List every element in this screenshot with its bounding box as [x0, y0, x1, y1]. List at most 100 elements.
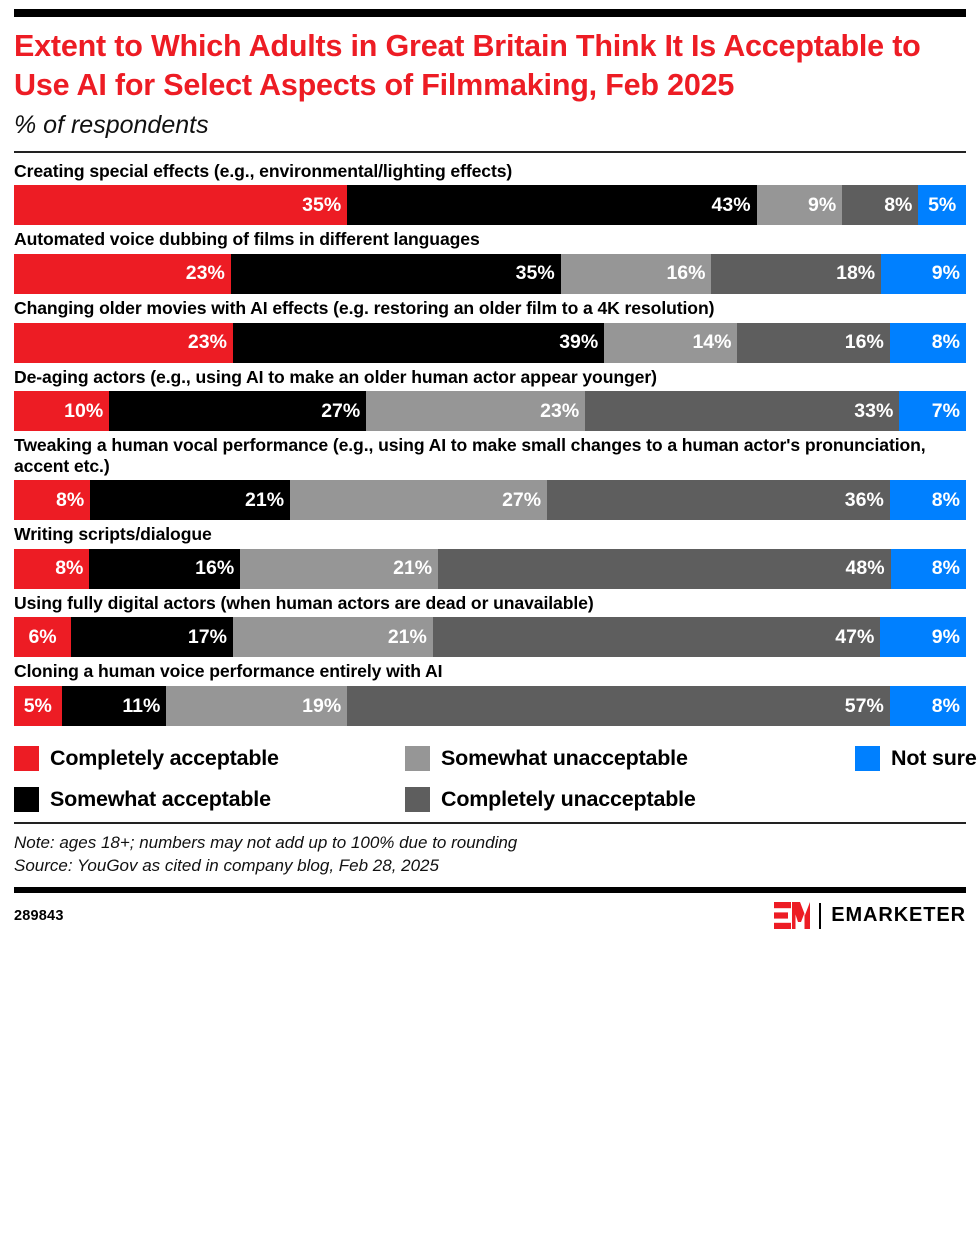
legend-column: Not sure — [855, 738, 977, 779]
legend-item-somewhat-unacceptable[interactable]: Somewhat unacceptable — [405, 738, 696, 779]
bar-segment[interactable]: 8% — [14, 480, 91, 521]
bar-row: Automated voice dubbing of films in diff… — [14, 229, 966, 294]
bar-segment[interactable]: 21% — [240, 548, 439, 589]
bar-segment[interactable]: 33% — [585, 391, 900, 432]
bar-segment[interactable]: 23% — [14, 253, 231, 294]
bar-segment[interactable]: 9% — [880, 617, 966, 658]
legend-label: Completely acceptable — [50, 746, 279, 771]
bar-segment[interactable]: 16% — [737, 322, 890, 363]
legend-item-completely-unacceptable[interactable]: Completely unacceptable — [405, 779, 696, 820]
legend-swatch-icon — [14, 746, 39, 772]
stacked-bar: 35% 43% 9% 8% 5% — [14, 185, 966, 226]
bar-segment[interactable]: 16% — [560, 253, 712, 294]
page-title: Extent to Which Adults in Great Britain … — [14, 29, 921, 103]
bar-row: De-aging actors (e.g., using AI to make … — [14, 367, 966, 432]
stacked-bar: 23% 39% 14% 16% 8% — [14, 322, 966, 363]
emarketer-logo: EMARKETER — [774, 902, 966, 930]
bar-rows: Creating special effects (e.g., environm… — [14, 161, 966, 727]
bar-segment[interactable]: 7% — [899, 391, 966, 432]
bar-segment[interactable]: 35% — [14, 185, 348, 226]
bar-segment[interactable]: 23% — [366, 391, 586, 432]
legend-item-somewhat-acceptable[interactable]: Somewhat acceptable — [14, 779, 279, 820]
bar-segment[interactable]: 6% — [14, 617, 72, 658]
bar-segment[interactable]: 8% — [890, 548, 966, 589]
bar-segment[interactable]: 18% — [711, 253, 882, 294]
bar-segment[interactable]: 17% — [71, 617, 233, 658]
chart-id: 289843 — [14, 907, 64, 924]
legend-label: Somewhat unacceptable — [441, 746, 688, 771]
bar-segment[interactable]: 10% — [14, 391, 110, 432]
legend-item-not-sure[interactable]: Not sure — [855, 738, 977, 779]
legend-label: Completely unacceptable — [441, 787, 696, 812]
bar-segment[interactable]: 14% — [604, 322, 738, 363]
bar-row: Creating special effects (e.g., environm… — [14, 161, 966, 226]
source-text: Source: YouGov as cited in company blog,… — [14, 855, 439, 875]
bar-row-label: De-aging actors (e.g., using AI to make … — [14, 366, 657, 387]
bar-segment[interactable]: 27% — [290, 480, 548, 521]
bar-segment[interactable]: 9% — [881, 253, 966, 294]
footer-rule — [14, 887, 966, 894]
bar-row-label: Tweaking a human vocal performance (e.g.… — [14, 435, 926, 476]
bar-row: Using fully digital actors (when human a… — [14, 593, 966, 658]
legend-swatch-icon — [14, 787, 39, 813]
bar-segment[interactable]: 8% — [889, 686, 966, 727]
bar-segment[interactable]: 27% — [109, 391, 367, 432]
stacked-bar: 6% 17% 21% 47% 9% — [14, 617, 966, 658]
top-rule — [14, 9, 966, 17]
bar-row-label: Using fully digital actors (when human a… — [14, 592, 594, 613]
legend-swatch-icon — [855, 746, 880, 772]
legend-label: Not sure — [891, 746, 977, 771]
bar-segment[interactable]: 57% — [347, 686, 890, 727]
em-monogram-icon — [774, 902, 811, 930]
bar-segment[interactable]: 23% — [14, 322, 233, 363]
page-subtitle: % of respondents — [14, 111, 209, 140]
bar-segment[interactable]: 16% — [89, 548, 241, 589]
chart-legend: Completely acceptable Somewhat acceptable… — [14, 738, 977, 820]
stacked-bar: 10% 27% 23% 33% 7% — [14, 391, 966, 432]
bar-segment[interactable]: 5% — [918, 185, 966, 226]
bar-row: Writing scripts/dialogue 8% 16% 21% 48% 8% — [14, 524, 966, 589]
brand-wordmark: EMARKETER — [831, 904, 966, 927]
bar-segment[interactable]: 8% — [842, 185, 919, 226]
bar-row-label: Creating special effects (e.g., environm… — [14, 160, 513, 181]
bar-segment[interactable]: 48% — [438, 548, 891, 589]
bar-segment[interactable]: 47% — [432, 617, 881, 658]
bar-segment[interactable]: 21% — [232, 617, 433, 658]
stacked-bar: 8% 16% 21% 48% 8% — [14, 548, 966, 589]
bar-row-label: Cloning a human voice performance entire… — [14, 661, 443, 682]
legend-item-completely-acceptable[interactable]: Completely acceptable — [14, 738, 279, 779]
bar-segment[interactable]: 5% — [14, 686, 62, 727]
legend-swatch-icon — [405, 746, 430, 772]
bar-segment[interactable]: 43% — [347, 185, 757, 226]
notes-block: Note: ages 18+; numbers may not add up t… — [14, 832, 966, 877]
logo-divider — [819, 902, 822, 929]
bar-segment[interactable]: 8% — [889, 480, 966, 521]
bar-segment[interactable]: 8% — [889, 322, 966, 363]
bar-segment[interactable]: 9% — [756, 185, 843, 226]
legend-label: Somewhat acceptable — [50, 787, 271, 812]
bar-row: Changing older movies with AI effects (e… — [14, 298, 966, 363]
bar-row-label: Changing older movies with AI effects (e… — [14, 297, 715, 318]
bar-row: Tweaking a human vocal performance (e.g.… — [14, 435, 966, 521]
bar-segment[interactable]: 21% — [90, 480, 291, 521]
note-text: Note: ages 18+; numbers may not add up t… — [14, 833, 518, 853]
bar-segment[interactable]: 35% — [230, 253, 561, 294]
bar-segment[interactable]: 11% — [61, 686, 167, 727]
legend-swatch-icon — [405, 787, 430, 813]
bar-segment[interactable]: 36% — [547, 480, 890, 521]
bar-segment[interactable]: 19% — [166, 686, 348, 727]
stacked-bar: 23% 35% 16% 18% 9% — [14, 253, 966, 294]
chart-page: Extent to Which Adults in Great Britain … — [0, 9, 980, 1260]
bar-row: Cloning a human voice performance entire… — [14, 661, 966, 727]
stacked-bar: 8% 21% 27% 36% 8% — [14, 480, 966, 521]
stacked-bar: 5% 11% 19% 57% 8% — [14, 686, 966, 727]
bar-row-label: Automated voice dubbing of films in diff… — [14, 229, 480, 250]
header-divider — [14, 150, 966, 153]
legend-column: Completely acceptable Somewhat acceptable — [14, 738, 279, 820]
bar-row-label: Writing scripts/dialogue — [14, 524, 212, 545]
legend-column: Somewhat unacceptable Completely unaccept… — [405, 738, 696, 820]
bar-segment[interactable]: 8% — [14, 548, 90, 589]
footer: 289843 EMARKETER — [14, 902, 966, 930]
notes-divider — [14, 822, 966, 825]
bar-segment[interactable]: 39% — [232, 322, 605, 363]
